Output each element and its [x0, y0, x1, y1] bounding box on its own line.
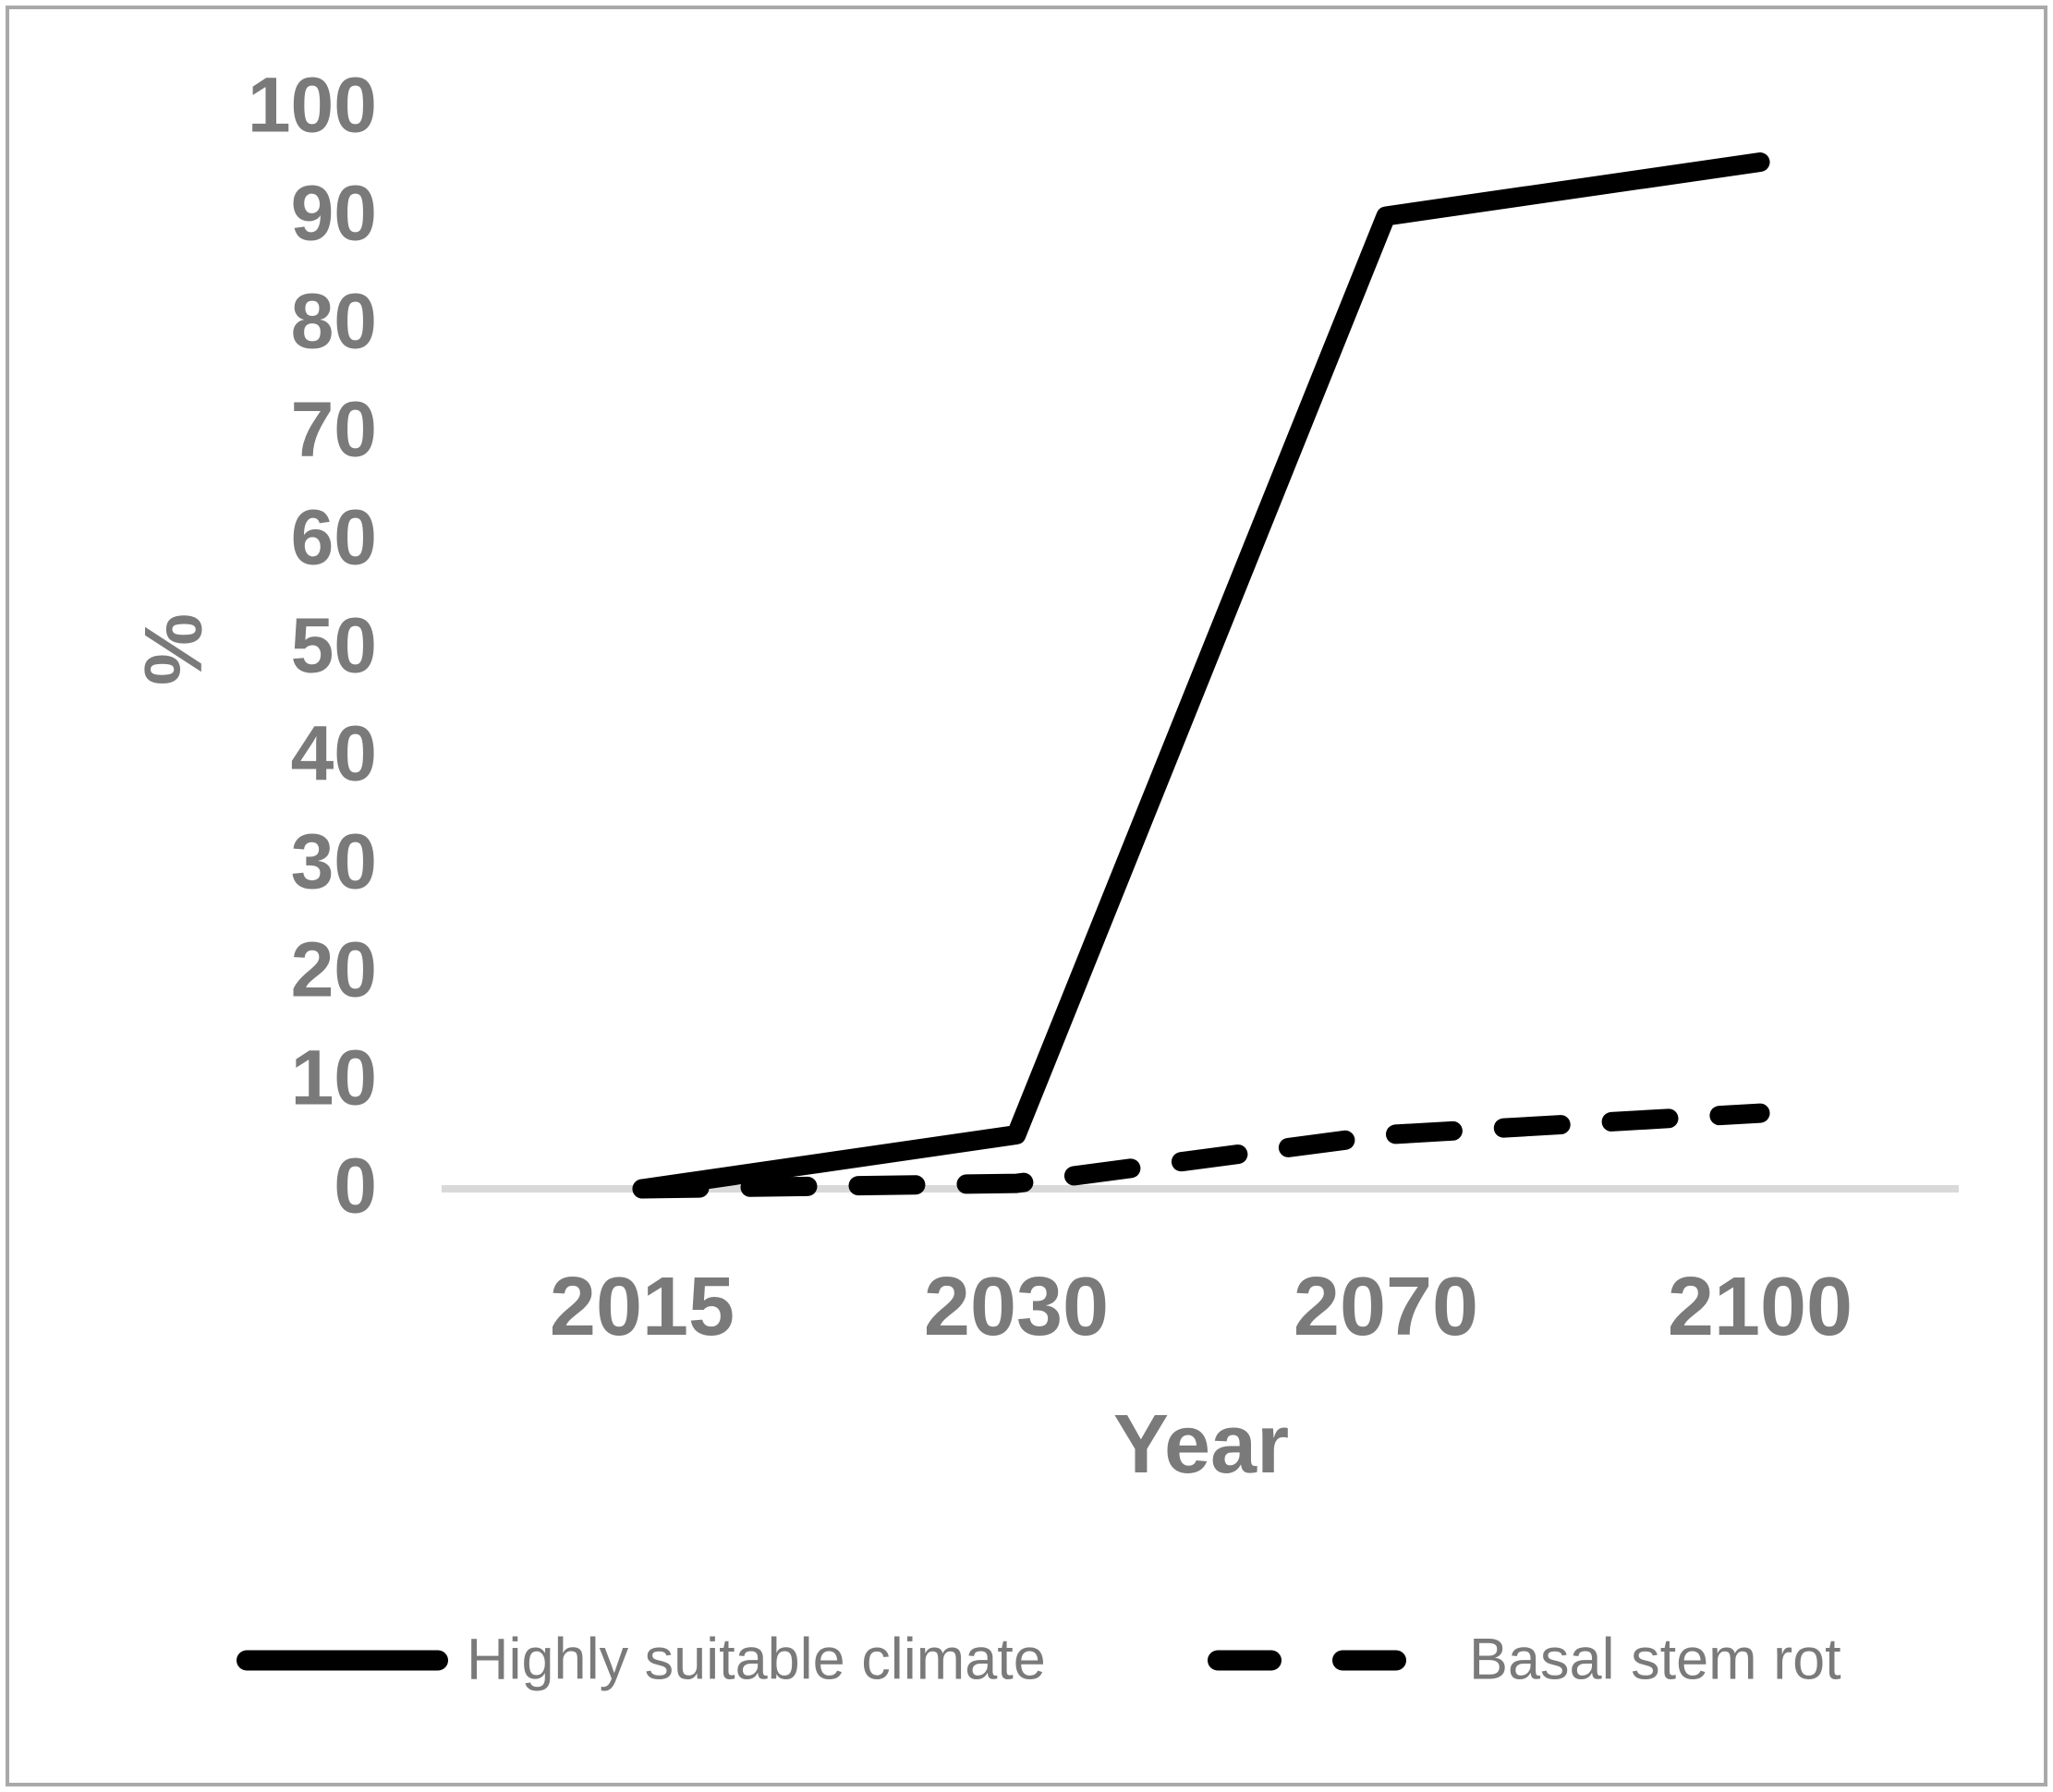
y-tick-label: 60: [290, 493, 377, 581]
y-tick-label: 0: [334, 1142, 377, 1229]
y-tick-label: 70: [290, 385, 377, 473]
series-line-highly-suitable-climate: [632, 152, 1770, 1199]
y-tick-label: 20: [290, 926, 377, 1013]
x-tick-label: 2070: [1293, 1261, 1479, 1353]
legend-swatch-dashed-line-icon: [1208, 1650, 1406, 1670]
y-axis-title: %: [128, 612, 219, 686]
legend-item-basal-stem-rot: Basal stem rot: [1208, 1627, 1841, 1692]
x-tick-label: 2015: [549, 1261, 735, 1353]
y-tick-label: 90: [290, 169, 377, 257]
y-tick-label: 40: [290, 709, 377, 797]
y-tick-label: 30: [290, 817, 377, 905]
y-tick-label: 50: [290, 601, 377, 689]
series-line-basal-stem-rot: [632, 1103, 1770, 1199]
x-tick-label: 2030: [923, 1261, 1110, 1353]
x-tick-label: 2100: [1667, 1261, 1853, 1353]
y-tick-label: 10: [290, 1034, 377, 1121]
legend-label-basal-stem-rot: Basal stem rot: [1469, 1627, 1841, 1692]
y-tick-label: 80: [290, 277, 377, 365]
legend-label-highly-suitable-climate: Highly suitable climate: [467, 1627, 1046, 1692]
legend-item-highly-suitable-climate: Highly suitable climate: [237, 1627, 1046, 1692]
legend-swatch-solid-line-icon: [237, 1650, 448, 1670]
y-tick-label: 100: [247, 61, 377, 149]
x-axis-title: Year: [1112, 1398, 1290, 1491]
